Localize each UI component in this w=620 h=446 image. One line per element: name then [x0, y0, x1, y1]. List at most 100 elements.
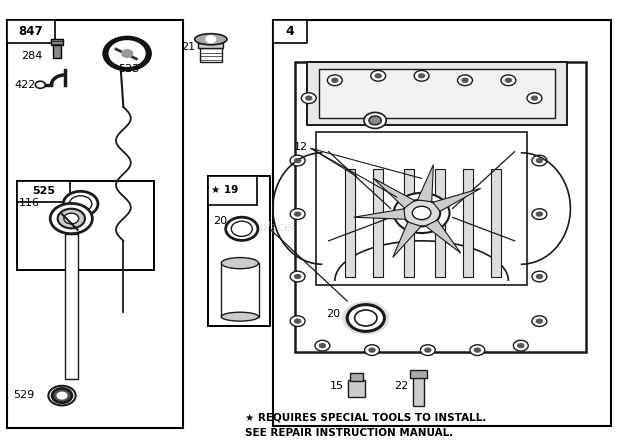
Bar — [373, 169, 383, 277]
Bar — [348, 380, 365, 397]
Circle shape — [290, 155, 305, 166]
Text: 20: 20 — [213, 216, 227, 226]
Text: 15: 15 — [330, 381, 344, 391]
Bar — [53, 44, 61, 58]
Circle shape — [206, 36, 216, 43]
Bar — [404, 169, 414, 277]
Circle shape — [536, 211, 543, 217]
Circle shape — [64, 213, 79, 224]
Circle shape — [315, 340, 330, 351]
Circle shape — [364, 112, 386, 128]
Circle shape — [461, 78, 469, 83]
Circle shape — [369, 116, 381, 125]
Text: 523: 523 — [118, 64, 139, 74]
Circle shape — [331, 78, 339, 83]
Text: 284: 284 — [21, 51, 42, 61]
Text: 22: 22 — [394, 381, 408, 391]
Circle shape — [226, 217, 258, 240]
Circle shape — [108, 40, 146, 67]
Circle shape — [412, 206, 431, 220]
Text: 12: 12 — [294, 142, 308, 152]
Circle shape — [56, 392, 68, 400]
Text: 20: 20 — [326, 310, 340, 319]
Text: 847: 847 — [19, 25, 43, 38]
Circle shape — [294, 211, 301, 217]
Circle shape — [532, 209, 547, 219]
Circle shape — [327, 75, 342, 86]
Text: ★ 19: ★ 19 — [211, 186, 238, 195]
Text: 529: 529 — [13, 390, 34, 400]
Text: 116: 116 — [19, 198, 40, 208]
Bar — [345, 169, 355, 277]
Circle shape — [319, 343, 326, 348]
Bar — [65, 234, 78, 379]
Bar — [7, 20, 183, 428]
Circle shape — [458, 75, 472, 86]
Bar — [17, 181, 154, 270]
Circle shape — [371, 70, 386, 81]
Bar — [350, 373, 363, 381]
Text: 21: 21 — [181, 42, 195, 52]
Circle shape — [342, 301, 389, 335]
Bar — [316, 132, 527, 285]
Circle shape — [52, 388, 72, 403]
Ellipse shape — [195, 34, 227, 45]
Circle shape — [69, 196, 92, 212]
Circle shape — [294, 318, 301, 324]
Circle shape — [365, 345, 379, 355]
Circle shape — [517, 343, 525, 348]
Circle shape — [305, 95, 312, 101]
Polygon shape — [425, 220, 461, 253]
Text: 422: 422 — [14, 80, 35, 90]
Bar — [221, 263, 259, 317]
Bar — [491, 169, 501, 277]
Bar — [51, 39, 63, 45]
Circle shape — [474, 347, 481, 353]
Circle shape — [301, 93, 316, 103]
Polygon shape — [393, 222, 421, 257]
Circle shape — [536, 274, 543, 279]
Text: eReplacementParts.com: eReplacementParts.com — [238, 221, 382, 234]
Circle shape — [368, 347, 376, 353]
Circle shape — [505, 78, 512, 83]
Bar — [463, 169, 473, 277]
Bar — [410, 370, 427, 378]
Bar — [273, 20, 611, 426]
Bar — [198, 43, 223, 48]
Circle shape — [532, 271, 547, 282]
Bar — [319, 69, 555, 118]
Circle shape — [532, 316, 547, 326]
Ellipse shape — [221, 258, 259, 268]
Circle shape — [347, 305, 384, 331]
Circle shape — [294, 158, 301, 163]
Circle shape — [527, 93, 542, 103]
Circle shape — [63, 191, 98, 216]
Bar — [17, 181, 70, 202]
Circle shape — [420, 345, 435, 355]
Circle shape — [394, 193, 450, 233]
Text: 4: 4 — [285, 25, 294, 38]
Circle shape — [121, 49, 133, 58]
Circle shape — [470, 345, 485, 355]
Circle shape — [536, 158, 543, 163]
Text: 525: 525 — [32, 186, 55, 196]
Bar — [7, 20, 55, 43]
FancyBboxPatch shape — [294, 62, 586, 352]
Circle shape — [50, 203, 92, 234]
Circle shape — [58, 209, 85, 228]
Circle shape — [513, 340, 528, 351]
Polygon shape — [373, 178, 415, 208]
Circle shape — [536, 318, 543, 324]
Bar — [273, 20, 307, 43]
Circle shape — [290, 316, 305, 326]
Circle shape — [501, 75, 516, 86]
Polygon shape — [353, 209, 405, 219]
Bar — [435, 169, 445, 277]
Circle shape — [403, 200, 440, 227]
Circle shape — [424, 347, 432, 353]
Circle shape — [35, 81, 45, 88]
Bar — [208, 176, 257, 205]
Bar — [200, 48, 222, 62]
Circle shape — [355, 310, 377, 326]
Circle shape — [531, 95, 538, 101]
